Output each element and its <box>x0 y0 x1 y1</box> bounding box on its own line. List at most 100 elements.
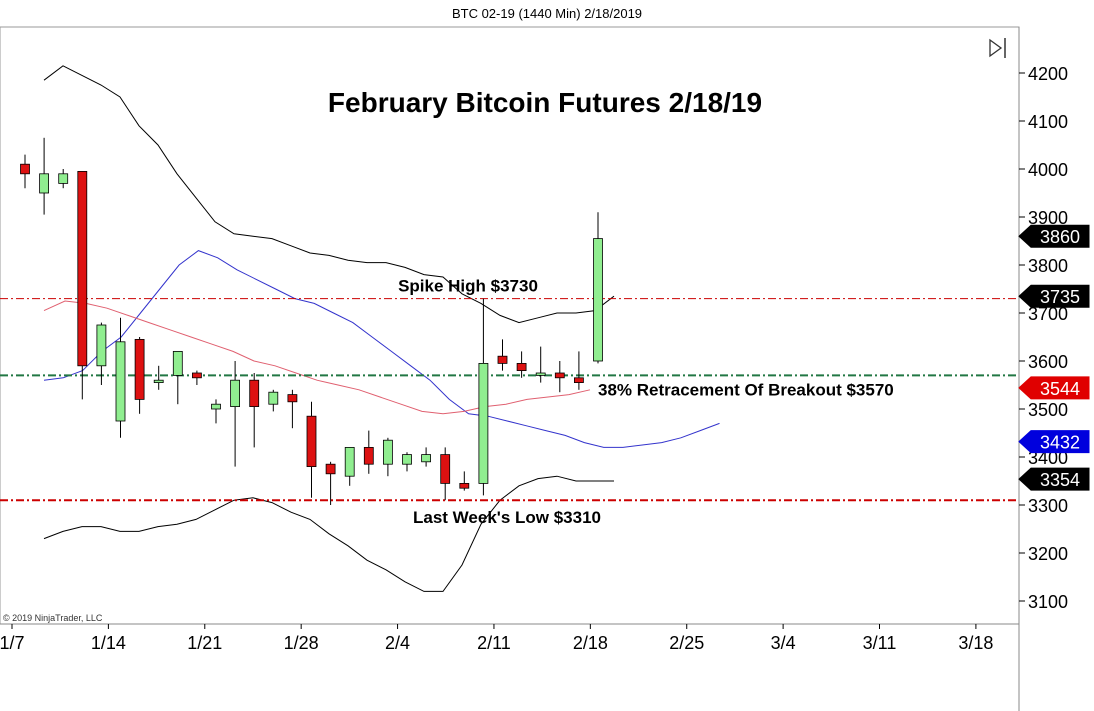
candle <box>287 389 298 429</box>
y-axis-tick-label: 4100 <box>1028 112 1068 132</box>
bull-candle-body <box>382 439 393 465</box>
price-badge: 3354 <box>1018 467 1090 491</box>
y-axis-tick-label: 3500 <box>1028 400 1068 420</box>
candle <box>77 170 88 400</box>
y-axis-tick-label: 3800 <box>1028 256 1068 276</box>
candle <box>440 447 451 501</box>
x-axis-tick-label: 2/25 <box>669 633 704 653</box>
price-badge: 3735 <box>1018 284 1090 308</box>
candle <box>39 137 49 215</box>
candle <box>96 322 107 385</box>
candle <box>478 298 489 496</box>
x-axis-tick-label: 2/4 <box>385 633 410 653</box>
copyright-notice: © 2019 NinjaTrader, LLC <box>3 613 103 623</box>
scroll-to-end-icon[interactable] <box>986 36 1010 60</box>
candle <box>344 446 355 486</box>
bear-candle-body <box>306 415 317 468</box>
bull-candle-body <box>421 454 432 463</box>
y-axis-tick-label: 3900 <box>1028 208 1068 228</box>
candle <box>172 350 183 405</box>
x-axis-tick-label: 1/14 <box>91 633 126 653</box>
horizontal-level-label: Spike High $3730 <box>398 277 538 296</box>
bull-candle-body <box>153 379 164 384</box>
price-badge-shape <box>1018 430 1090 454</box>
candle <box>459 471 470 491</box>
bull-candle-body <box>268 391 279 405</box>
lower-band-line <box>43 475 614 592</box>
bull-candle-body <box>593 238 603 362</box>
bear-candle-body <box>20 163 30 175</box>
bear-candle-body <box>554 372 565 379</box>
bull-candle-body <box>58 173 69 184</box>
bear-candle-body <box>77 170 88 367</box>
candle <box>535 346 546 383</box>
horizontal-level-label: Last Week's Low $3310 <box>413 508 601 527</box>
bear-candle-body <box>516 362 527 371</box>
price-badge-text: 3735 <box>1040 287 1080 307</box>
candle <box>363 430 374 474</box>
bear-candle-body <box>325 463 336 475</box>
price-badge: 3432 <box>1018 430 1090 454</box>
y-axis-tick-label: 3200 <box>1028 544 1068 564</box>
candle <box>230 361 241 467</box>
bull-candle-body <box>115 341 126 422</box>
candle <box>153 365 164 390</box>
x-axis-tick-label: 3/4 <box>771 633 796 653</box>
price-badge: 3860 <box>1018 224 1090 248</box>
bull-candle-body <box>230 379 241 408</box>
candle <box>306 401 317 498</box>
bull-candle-body <box>535 372 546 376</box>
y-axis-tick-label: 4000 <box>1028 160 1068 180</box>
x-axis-tick-label: 3/18 <box>958 633 993 653</box>
bear-candle-body <box>497 355 508 364</box>
bull-candle-body <box>172 350 183 376</box>
candle <box>593 212 603 364</box>
y-axis-tick-label: 3700 <box>1028 304 1068 324</box>
x-axis-tick-label: 1/7 <box>0 633 25 653</box>
price-badge: 3544 <box>1018 376 1090 400</box>
x-axis-tick-label: 3/11 <box>863 633 897 653</box>
window-title: BTC 02-19 (1440 Min) 2/18/2019 <box>0 0 1094 27</box>
chart-title: February Bitcoin Futures 2/18/19 <box>328 87 762 118</box>
bear-candle-body <box>440 454 451 484</box>
y-axis-tick-label: 3100 <box>1028 592 1068 612</box>
candle <box>554 361 565 393</box>
candle <box>382 437 393 477</box>
candle <box>58 169 69 189</box>
y-axis-tick-label: 3300 <box>1028 496 1068 516</box>
price-badge-text: 3860 <box>1040 227 1080 247</box>
bear-candle-body <box>574 377 584 383</box>
candle <box>497 339 508 371</box>
bear-candle-body <box>459 482 470 489</box>
candle <box>402 452 412 472</box>
fast-ma-line <box>43 250 720 448</box>
x-axis-tick-label: 1/21 <box>187 633 222 653</box>
y-axis-tick-label: 3600 <box>1028 352 1068 372</box>
price-badge-shape <box>1018 467 1090 491</box>
bull-candle-body <box>478 362 489 484</box>
price-badge-shape <box>1018 224 1090 248</box>
x-axis-tick-label: 2/11 <box>477 633 511 653</box>
bull-candle-body <box>344 446 355 477</box>
bull-candle-body <box>96 324 107 367</box>
bear-candle-body <box>287 394 298 403</box>
candle <box>20 154 30 189</box>
bear-candle-body <box>134 338 145 400</box>
y-axis-tick-label: 4200 <box>1028 64 1068 84</box>
bear-candle-body <box>191 372 202 379</box>
bear-candle-body <box>363 446 374 465</box>
price-badge-text: 3354 <box>1040 470 1080 490</box>
horizontal-level-label: 38% Retracement Of Breakout $3570 <box>598 380 894 399</box>
candle <box>191 370 202 385</box>
x-axis-tick-label: 2/18 <box>573 633 608 653</box>
candle <box>268 389 279 412</box>
candle <box>115 317 126 438</box>
slow-ma-line <box>43 300 591 415</box>
price-badge-shape <box>1018 284 1090 308</box>
bull-candle-body <box>211 403 221 410</box>
price-badge-text: 3544 <box>1040 379 1080 399</box>
bull-candle-body <box>402 454 412 465</box>
price-badge-text: 3432 <box>1040 433 1080 453</box>
candle <box>574 351 584 390</box>
